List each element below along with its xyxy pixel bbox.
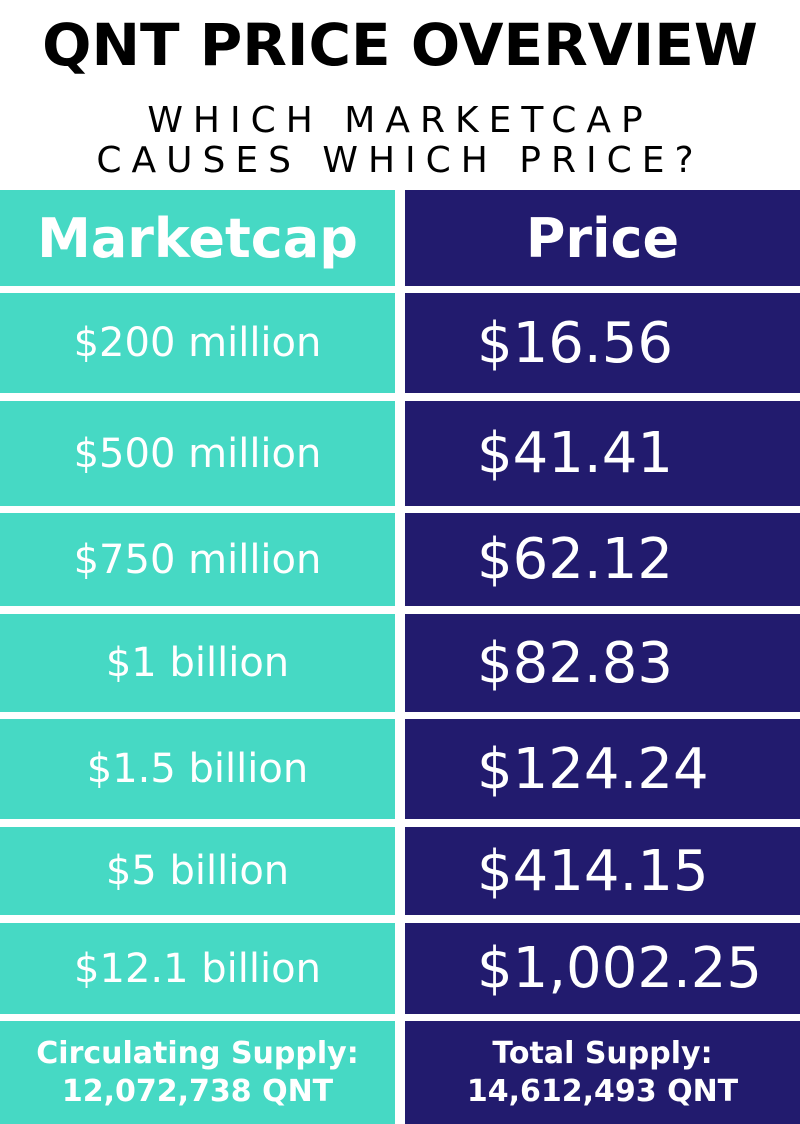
- marketcap-cell-5: $1.5 billion: [0, 719, 395, 819]
- page-title: QNT PRICE OVERVIEW: [42, 11, 758, 79]
- subtitle-line-2: CAUSES WHICH PRICE?: [96, 140, 704, 181]
- price-cell-1: $16.56: [405, 293, 800, 393]
- marketcap-cell-3: $750 million: [0, 513, 395, 606]
- marketcap-cell-6: $5 billion: [0, 827, 395, 915]
- marketcap-cell-2: $500 million: [0, 401, 395, 506]
- total-supply-value: 14,612,493 QNT: [466, 1073, 739, 1109]
- circulating-supply-cell: Circulating Supply: 12,072,738 QNT: [0, 1021, 395, 1124]
- price-cell-3: $62.12: [405, 513, 800, 606]
- header-price: Price: [405, 190, 800, 286]
- price-cell-7: $1,002.25: [405, 923, 800, 1014]
- marketcap-cell-1: $200 million: [0, 293, 395, 393]
- total-supply-cell: Total Supply: 14,612,493 QNT: [405, 1021, 800, 1124]
- total-supply-label: Total Supply:: [492, 1035, 713, 1071]
- price-cell-5: $124.24: [405, 719, 800, 819]
- circulating-supply-label: Circulating Supply:: [36, 1035, 359, 1071]
- marketcap-cell-4: $1 billion: [0, 614, 395, 712]
- price-cell-2: $41.41: [405, 401, 800, 506]
- circulating-supply-value: 12,072,738 QNT: [61, 1073, 334, 1109]
- subtitle-line-1: WHICH MARKETCAP: [147, 100, 653, 141]
- header-marketcap: Marketcap: [0, 190, 395, 286]
- price-cell-4: $82.83: [405, 614, 800, 712]
- price-cell-6: $414.15: [405, 827, 800, 915]
- marketcap-cell-7: $12.1 billion: [0, 923, 395, 1014]
